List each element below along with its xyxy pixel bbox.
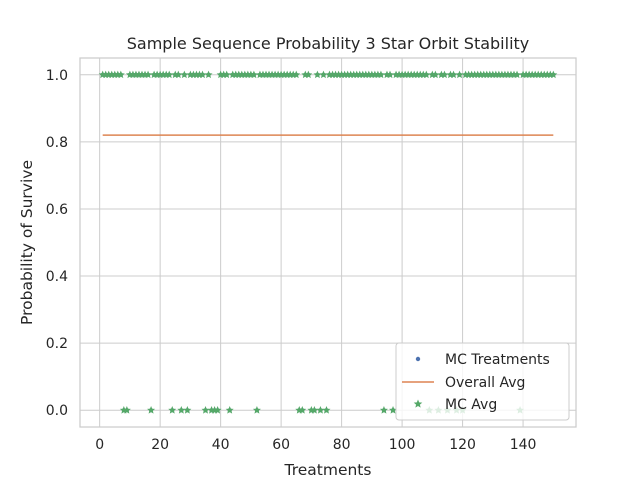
mc-avg-point (144, 70, 153, 79)
mc-avg-point (213, 406, 222, 414)
mc-avg-point (379, 406, 388, 414)
mc-avg-point (198, 70, 207, 79)
legend-label-mc-avg: MC Avg (445, 397, 497, 413)
tick-labels: 0 20 40 60 80 100 120 140 0.0 0.2 0.4 0.6 0.8 1.0 (46, 68, 537, 453)
y-tick-label: 0.4 (46, 269, 68, 285)
legend-box (395, 342, 570, 421)
mc-avg-point (455, 70, 464, 79)
mc-avg-point (376, 70, 385, 79)
mc-avg-point (422, 70, 431, 79)
y-tick-label: 0.0 (46, 403, 68, 419)
series-layer (98, 70, 558, 414)
mc-avg-point (389, 406, 398, 414)
mc-avg-point (249, 70, 258, 79)
mc-avg-point (147, 406, 156, 414)
mc-avg-point (204, 70, 213, 79)
x-tick-label: 40 (212, 437, 230, 453)
plot-frame (79, 57, 577, 428)
mc-avg-point (304, 70, 313, 79)
mc-avg-point (201, 406, 210, 414)
legend-marker-mc-avg (413, 399, 423, 408)
y-tick-label: 0.6 (46, 202, 68, 218)
mc-avg-point (180, 70, 189, 79)
x-tick-label: 120 (449, 437, 476, 453)
x-tick-label: 0 (95, 437, 104, 453)
x-tick-label: 60 (272, 437, 290, 453)
y-axis-title: Probability of Survive (18, 160, 36, 325)
mc-avg-point (298, 406, 307, 414)
x-tick-label: 80 (333, 437, 351, 453)
mc-avg-point (183, 406, 192, 414)
legend-label-overall-avg: Overall Avg (445, 375, 525, 391)
mc-avg-point (386, 70, 394, 79)
mc-avg-point (225, 406, 234, 414)
legend: MC Treatments Overall Avg MC Avg (395, 342, 570, 421)
mc-avg-point (116, 70, 125, 79)
mc-avg-point (310, 406, 319, 414)
mc-avg-point (168, 406, 177, 414)
x-axis-title: Treatments (284, 461, 372, 479)
y-tick-label: 1.0 (46, 68, 68, 84)
mc-avg-point (165, 70, 174, 79)
mc-avg-point (431, 70, 440, 79)
mc-avg-point (319, 70, 328, 79)
mc-avg-point (513, 70, 522, 79)
mc-avg-point (222, 70, 231, 79)
x-tick-label: 20 (151, 437, 169, 453)
mc-avg-point (177, 406, 186, 414)
mc-avg-point (322, 406, 331, 414)
mc-avg-point (316, 406, 325, 414)
chart-title: Sample Sequence Probability 3 Star Orbit… (127, 34, 530, 53)
mc-avg-point (252, 406, 261, 414)
mc-avg-point (292, 70, 301, 79)
mc-avg-point (313, 70, 322, 79)
mc-avg-point (174, 70, 183, 79)
y-tick-label: 0.8 (46, 135, 68, 151)
mc-avg-point (549, 70, 558, 79)
y-tick-label: 0.2 (46, 336, 68, 352)
x-tick-label: 140 (510, 437, 537, 453)
legend-marker-mc-treatments (415, 356, 421, 362)
mc-avg-point (449, 70, 458, 79)
legend-label-mc-treatments: MC Treatments (445, 352, 550, 368)
mc-avg-point (122, 406, 131, 414)
x-tick-label: 100 (389, 437, 416, 453)
mc-avg-point (440, 70, 449, 79)
